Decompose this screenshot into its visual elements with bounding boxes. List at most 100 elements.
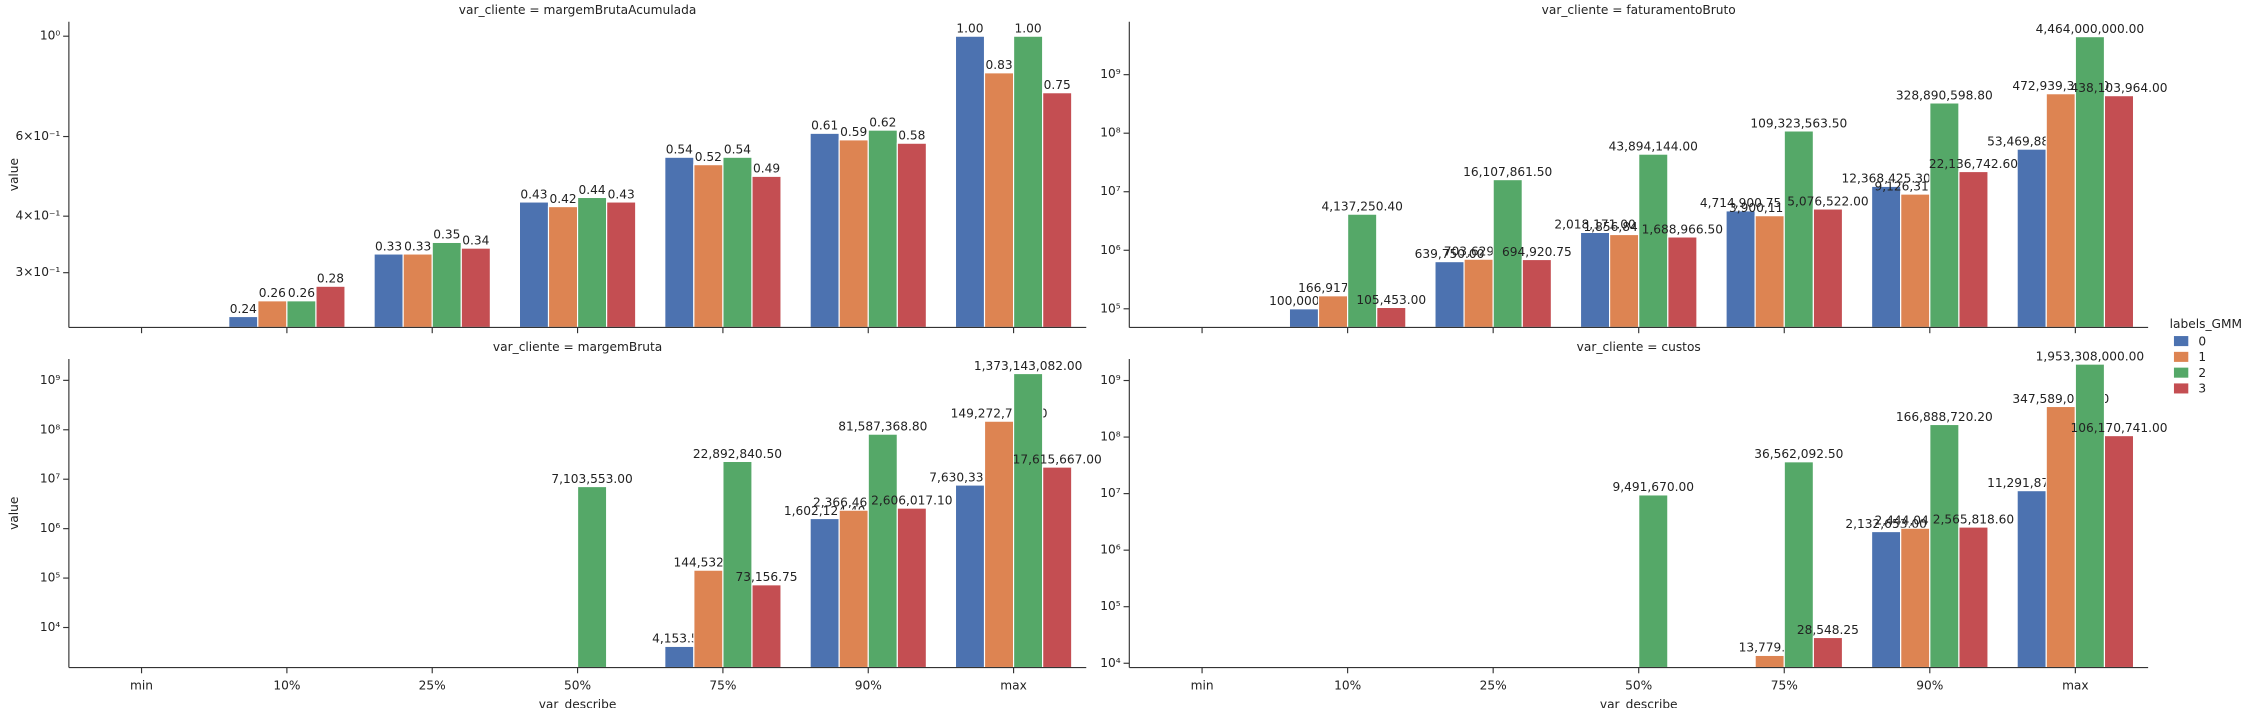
- value-label: 0.28: [317, 272, 344, 286]
- value-label: 2,565,818.60: [1933, 512, 2014, 526]
- bar: [2103, 435, 2135, 669]
- bar: [2045, 405, 2076, 669]
- value-label: 12,368,425.30: [1842, 172, 1931, 186]
- x-tick-label: min: [1191, 679, 1214, 693]
- value-label: 7,103,553.00: [551, 472, 632, 486]
- bar: [1783, 130, 1814, 329]
- bar: [751, 175, 782, 329]
- x-axis-label: var_describe: [1600, 697, 1678, 708]
- bar: [1754, 654, 1785, 669]
- bar: [896, 507, 927, 669]
- bar: [722, 460, 753, 669]
- legend-label: 0: [2198, 334, 2206, 348]
- legend-label: 2: [2198, 366, 2206, 380]
- y-tick-label: 10⁷: [1100, 486, 1121, 500]
- bar: [954, 35, 986, 329]
- value-label: 22,892,840.50: [693, 447, 782, 461]
- x-tick-label: 25%: [1480, 679, 1507, 693]
- value-label: 328,890,598.80: [1896, 88, 1993, 102]
- bar: [1812, 208, 1844, 329]
- value-label: 17,615,667.00: [1013, 452, 1102, 466]
- legend-swatch: [2173, 351, 2189, 362]
- value-label: 0.49: [753, 162, 780, 176]
- bar: [1042, 466, 1073, 669]
- value-label: 9,491,670.00: [1613, 480, 1694, 494]
- value-label: 166,888,720.20: [1896, 410, 1993, 424]
- value-label: 639,750.00: [1415, 247, 1485, 261]
- value-label: 4,464,000,000.00: [2036, 22, 2145, 36]
- y-tick-label: 10⁴: [40, 620, 61, 634]
- legend-swatch: [2173, 367, 2189, 378]
- bar: [2103, 95, 2135, 329]
- facet-title: var_cliente = faturamentoBruto: [1542, 3, 1736, 17]
- bar: [228, 315, 259, 329]
- bar: [1317, 295, 1349, 329]
- value-label: 4,714,900.75: [1700, 196, 1781, 210]
- bar: [809, 132, 840, 329]
- legend-label: 3: [2198, 382, 2206, 396]
- value-label: 0.44: [579, 183, 606, 197]
- bar: [693, 164, 724, 329]
- bar: [722, 156, 753, 329]
- x-tick-label: 90%: [855, 679, 882, 693]
- value-label: 73,156.75: [735, 570, 797, 584]
- y-axis-label: value: [7, 497, 21, 530]
- legend-swatch: [2173, 336, 2189, 347]
- value-label: 36,562,092.50: [1754, 447, 1843, 461]
- bar: [1929, 423, 1960, 669]
- legend-label: 1: [2198, 350, 2206, 364]
- bar: [693, 569, 724, 669]
- bar: [257, 300, 288, 329]
- value-label: 1.00: [956, 22, 983, 36]
- value-label: 0.61: [811, 119, 838, 133]
- value-label: 28,548.25: [1797, 623, 1859, 637]
- value-label: 1.00: [1015, 22, 1042, 36]
- bar: [460, 247, 491, 329]
- bar: [1725, 210, 1756, 329]
- value-label: 0.42: [549, 192, 576, 206]
- value-label: 2,018,171.00: [1554, 218, 1635, 232]
- x-tick-label: 10%: [1334, 679, 1361, 693]
- value-label: 0.34: [462, 233, 489, 247]
- bar: [2016, 490, 2047, 669]
- facet-title: var_cliente = margemBrutaAcumulada: [459, 3, 697, 17]
- value-label: 105,453.00: [1356, 293, 1426, 307]
- x-tick-label: 25%: [419, 679, 446, 693]
- value-label: 16,107,861.50: [1463, 165, 1552, 179]
- bar: [838, 509, 869, 669]
- value-label: 0.26: [288, 286, 315, 300]
- bar: [1900, 527, 1931, 669]
- facet-title: var_cliente = margemBruta: [493, 340, 662, 354]
- value-label: 2,606,017.10: [871, 493, 952, 507]
- bar: [751, 584, 782, 669]
- y-tick-label: 10⁰: [40, 29, 61, 43]
- bar: [983, 72, 1015, 329]
- x-tick-label: 10%: [273, 679, 300, 693]
- y-tick-label: 10⁵: [1100, 599, 1121, 613]
- value-label: 0.54: [666, 143, 693, 157]
- y-tick-label: 10⁸: [40, 422, 61, 436]
- bar: [373, 253, 404, 329]
- y-tick-label: 10⁶: [1100, 243, 1121, 257]
- value-label: 0.58: [898, 129, 925, 143]
- bar: [1900, 193, 1931, 329]
- x-tick-label: 90%: [1916, 679, 1943, 693]
- value-label: 0.43: [608, 187, 635, 201]
- value-label: 1,688,966.50: [1642, 222, 1723, 236]
- bar: [838, 139, 869, 329]
- value-label: 5,076,522.00: [1787, 194, 1868, 208]
- bar: [1754, 215, 1785, 329]
- value-label: 0.33: [404, 239, 431, 253]
- y-tick-label: 4×10⁻¹: [15, 209, 60, 223]
- bar: [1579, 231, 1611, 329]
- bar: [1958, 170, 1989, 329]
- value-label: 81,587,368.80: [838, 419, 927, 433]
- bar: [1434, 261, 1465, 329]
- y-tick-label: 10⁶: [40, 521, 61, 535]
- bar: [402, 253, 433, 329]
- y-tick-label: 10⁸: [1100, 430, 1121, 444]
- bar: [1463, 258, 1494, 329]
- bar: [896, 142, 927, 329]
- bar: [286, 300, 317, 329]
- y-tick-label: 10⁷: [1100, 184, 1121, 198]
